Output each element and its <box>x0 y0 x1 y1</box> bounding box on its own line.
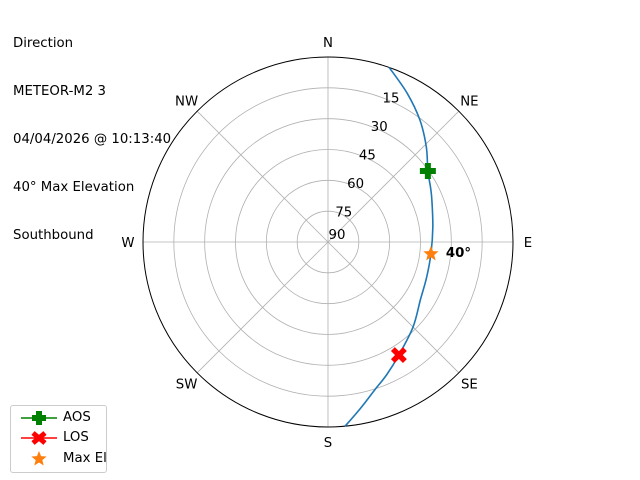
aos-marker <box>419 163 436 180</box>
direction-label: SW <box>176 377 198 392</box>
title-line: Southbound <box>13 228 94 243</box>
direction-label: E <box>524 236 532 251</box>
radial-tick-label: 90 <box>329 228 346 243</box>
direction-label: NE <box>460 95 478 110</box>
radial-tick-label: 45 <box>359 149 376 164</box>
polar-frame <box>142 56 514 428</box>
direction-label: S <box>324 436 332 451</box>
title-line: METEOR-M2 3 <box>13 84 106 99</box>
title-line: 40° Max Elevation <box>13 180 135 195</box>
legend-entry-aos: AOS <box>19 408 109 428</box>
legend-label: LOS <box>63 430 89 445</box>
legend-maxel-marker <box>31 451 47 466</box>
direction-label: N <box>323 36 333 51</box>
legend-los-marker <box>21 431 57 445</box>
direction-label: NW <box>175 95 198 110</box>
radial-tick-label: 15 <box>383 92 400 107</box>
legend: AOS LOS Max El <box>10 405 107 473</box>
legend-entry-los: LOS <box>19 428 109 448</box>
title-line: Direction <box>13 36 74 51</box>
legend-label: Max El <box>63 451 107 466</box>
max-elevation-annotation: 40° <box>446 246 471 261</box>
direction-label: W <box>121 236 134 251</box>
radial-tick-label: 75 <box>335 206 352 221</box>
grid-spoke <box>196 110 329 243</box>
max-el-marker <box>423 245 439 261</box>
title-line: 04/04/2026 @ 10:13:40 <box>13 132 172 147</box>
radial-tick-label: 60 <box>347 177 364 192</box>
plot-title: Direction METEOR-M2 3 04/04/2026 @ 10:13… <box>13 4 171 260</box>
grid-spoke <box>196 241 329 374</box>
direction-label: SE <box>461 377 478 392</box>
legend-aos-marker <box>21 411 57 425</box>
los-marker <box>390 347 407 363</box>
legend-label: AOS <box>63 410 91 425</box>
grid-spoke <box>327 241 460 374</box>
legend-entry-maxel: Max El <box>19 449 109 469</box>
radial-tick-label: 30 <box>371 120 388 135</box>
grid-spoke <box>327 110 460 243</box>
